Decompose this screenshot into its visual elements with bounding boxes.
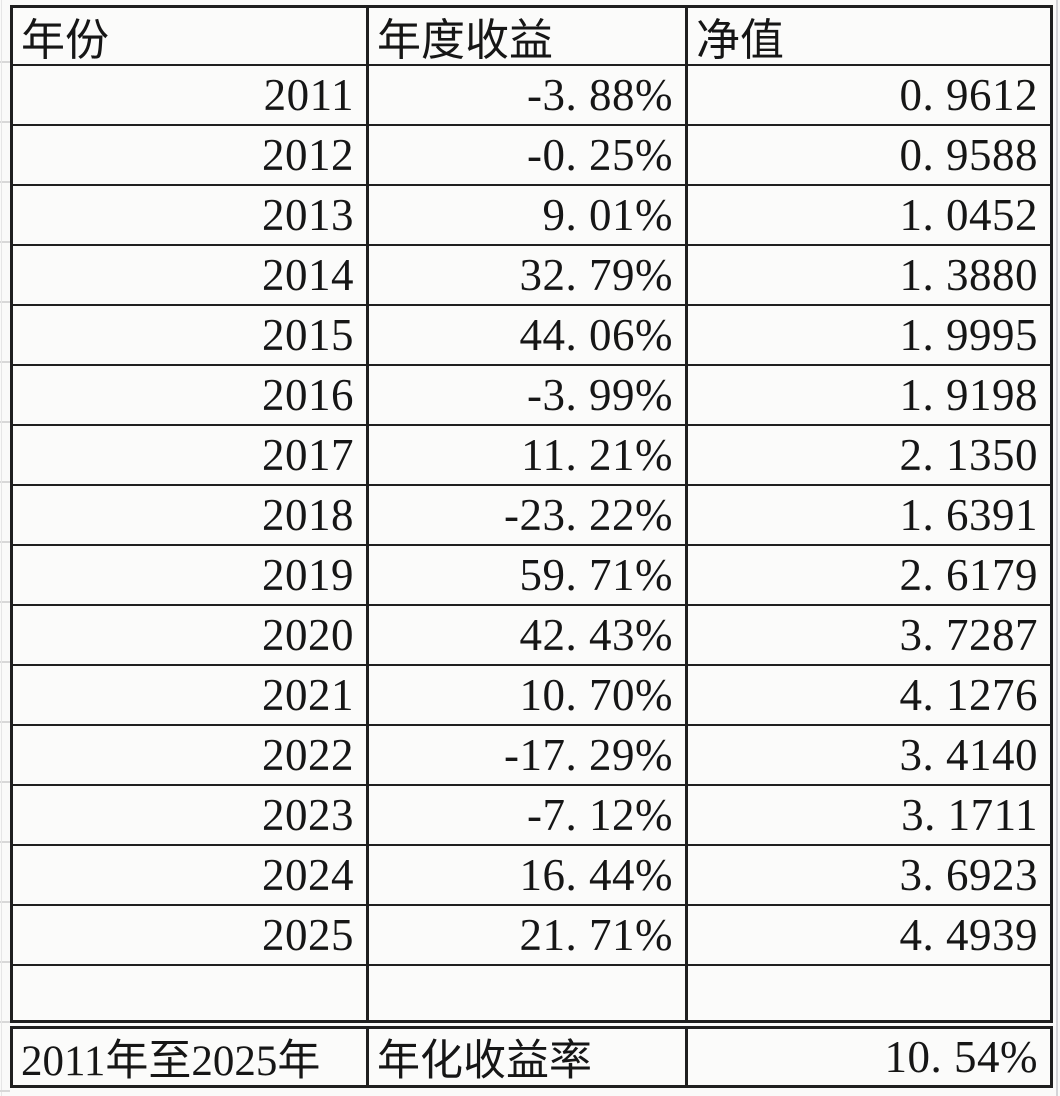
table-row: 2017 11. 21% 2. 1350 [13, 426, 1050, 486]
table-row: 2021 10. 70% 4. 1276 [13, 666, 1050, 726]
empty-cell[interactable] [13, 966, 366, 1020]
annual-returns-table: 年份 年度收益 净值 2011 -3. 88% 0. 9612 2012 -0.… [10, 5, 1053, 1023]
return-cell[interactable]: -3. 88% [366, 66, 685, 124]
nav-cell[interactable]: 1. 3880 [685, 246, 1050, 304]
nav-cell[interactable]: 4. 1276 [685, 666, 1050, 724]
nav-cell[interactable]: 4. 4939 [685, 906, 1050, 964]
table-row: 2023 -7. 12% 3. 1711 [13, 786, 1050, 846]
year-cell[interactable]: 2017 [262, 430, 354, 480]
nav-cell[interactable]: 0. 9588 [685, 126, 1050, 184]
nav-cell[interactable]: 3. 1711 [685, 786, 1050, 844]
table-row: 2019 59. 71% 2. 6179 [13, 546, 1050, 606]
year-cell[interactable]: 2015 [262, 310, 354, 360]
return-cell[interactable]: 44. 06% [366, 306, 685, 364]
table-row: 2013 9. 01% 1. 0452 [13, 186, 1050, 246]
gridline-stub [1056, 0, 1058, 1096]
nav-cell[interactable]: 3. 7287 [685, 606, 1050, 664]
return-cell[interactable]: 32. 79% [366, 246, 685, 304]
return-cell[interactable]: 10. 70% [366, 666, 685, 724]
year-cell[interactable]: 2018 [262, 490, 354, 540]
summary-label-cell[interactable]: 年化收益率 [366, 1029, 685, 1085]
return-cell[interactable]: 59. 71% [366, 546, 685, 604]
year-cell[interactable]: 2020 [262, 610, 354, 660]
return-cell[interactable]: -7. 12% [366, 786, 685, 844]
nav-cell[interactable]: 0. 9612 [685, 66, 1050, 124]
gridline-stub [0, 1090, 10, 1092]
nav-cell[interactable]: 2. 1350 [685, 426, 1050, 484]
column-header-return[interactable]: 年度收益 [366, 8, 685, 64]
year-cell[interactable]: 2019 [262, 550, 354, 600]
year-cell[interactable]: 2014 [262, 250, 354, 300]
return-cell[interactable]: -23. 22% [366, 486, 685, 544]
empty-cell[interactable] [685, 966, 1050, 1020]
empty-cell[interactable] [366, 966, 685, 1020]
nav-cell[interactable]: 1. 6391 [685, 486, 1050, 544]
table-row: 2018 -23. 22% 1. 6391 [13, 486, 1050, 546]
nav-cell[interactable]: 1. 0452 [685, 186, 1050, 244]
nav-cell[interactable]: 3. 4140 [685, 726, 1050, 784]
table-row: 2025 21. 71% 4. 4939 [13, 906, 1050, 966]
return-cell[interactable]: 42. 43% [366, 606, 685, 664]
gridline-stub [1, 0, 2, 1096]
return-cell[interactable]: 11. 21% [366, 426, 685, 484]
summary-value-cell[interactable]: 10. 54% [685, 1029, 1050, 1085]
return-cell[interactable]: -3. 99% [366, 366, 685, 424]
year-cell[interactable]: 2024 [262, 850, 354, 900]
table-body: 2011 -3. 88% 0. 9612 2012 -0. 25% 0. 958… [13, 66, 1050, 966]
empty-row [13, 966, 1050, 1020]
nav-cell[interactable]: 2. 6179 [685, 546, 1050, 604]
return-cell[interactable]: 9. 01% [366, 186, 685, 244]
year-cell[interactable]: 2021 [262, 670, 354, 720]
gridline-stub [0, 61, 10, 1025]
return-cell[interactable]: -0. 25% [366, 126, 685, 184]
summary-period-cell[interactable]: 2011年至2025年 [21, 1038, 321, 1085]
table-row: 2020 42. 43% 3. 7287 [13, 606, 1050, 666]
summary-row: 2011年至2025年 年化收益率 10. 54% [10, 1026, 1053, 1088]
table-row: 2022 -17. 29% 3. 4140 [13, 726, 1050, 786]
return-cell[interactable]: 21. 71% [366, 906, 685, 964]
year-cell[interactable]: 2022 [262, 730, 354, 780]
table-row: 2016 -3. 99% 1. 9198 [13, 366, 1050, 426]
nav-cell[interactable]: 1. 9198 [685, 366, 1050, 424]
table-row: 2011 -3. 88% 0. 9612 [13, 66, 1050, 126]
year-cell[interactable]: 2013 [262, 190, 354, 240]
nav-cell[interactable]: 1. 9995 [685, 306, 1050, 364]
return-cell[interactable]: 16. 44% [366, 846, 685, 904]
table-row: 2015 44. 06% 1. 9995 [13, 306, 1050, 366]
year-cell[interactable]: 2011 [263, 70, 354, 120]
nav-cell[interactable]: 3. 6923 [685, 846, 1050, 904]
column-header-nav[interactable]: 净值 [685, 8, 1050, 64]
table-header-row: 年份 年度收益 净值 [13, 8, 1050, 66]
table-row: 2012 -0. 25% 0. 9588 [13, 126, 1050, 186]
column-header-year[interactable]: 年份 [21, 16, 109, 64]
table-row: 2024 16. 44% 3. 6923 [13, 846, 1050, 906]
table-row: 2014 32. 79% 1. 3880 [13, 246, 1050, 306]
return-cell[interactable]: -17. 29% [366, 726, 685, 784]
year-cell[interactable]: 2025 [262, 910, 354, 960]
year-cell[interactable]: 2016 [262, 370, 354, 420]
year-cell[interactable]: 2012 [262, 130, 354, 180]
year-cell[interactable]: 2023 [262, 790, 354, 840]
